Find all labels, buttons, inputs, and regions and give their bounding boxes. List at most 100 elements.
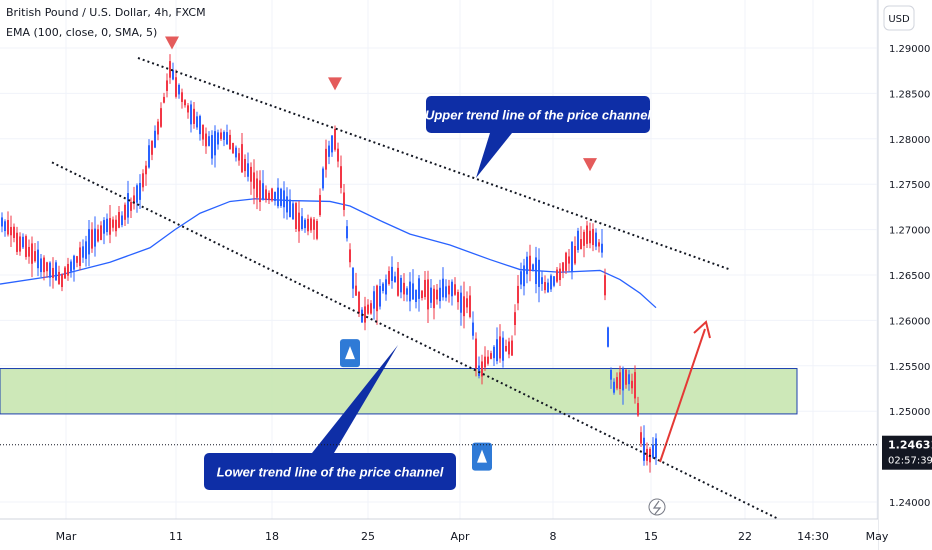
candle-body: [535, 257, 537, 284]
candle-body: [277, 187, 279, 207]
down-triangle-marker: [165, 36, 179, 50]
candle-body: [607, 327, 609, 347]
candle-body: [409, 281, 411, 302]
currency-label: USD: [888, 14, 910, 25]
candle-body: [325, 148, 327, 170]
candle-body: [496, 339, 498, 362]
candle-body: [289, 199, 291, 218]
candle-body: [49, 262, 51, 278]
candle-body: [244, 158, 246, 172]
candles: [1, 54, 657, 473]
candle-body: [397, 267, 399, 296]
projection-arrow: [659, 328, 706, 463]
candle-body: [361, 309, 363, 323]
candle-body: [544, 282, 546, 291]
candle-body: [112, 219, 114, 228]
lower-callout-tail: [312, 345, 398, 453]
candle-body: [229, 134, 231, 150]
price-badge: [882, 435, 932, 470]
candle-body: [121, 215, 123, 226]
candle-body: [442, 278, 444, 298]
candle-body: [343, 192, 345, 210]
candle-body: [205, 133, 207, 147]
price-tick-label: 1.27500: [889, 180, 930, 191]
time-tick-label: 15: [644, 530, 658, 543]
candle-body: [196, 116, 198, 128]
lower-callout-box: [204, 453, 456, 490]
candle-body: [466, 298, 468, 308]
candle-body: [304, 219, 306, 229]
candle-body: [193, 108, 195, 124]
trend-lines: [51, 57, 791, 526]
candle-body: [154, 130, 156, 148]
candle-body: [349, 249, 351, 263]
candle-body: [199, 116, 201, 135]
price-tick-label: 1.28500: [889, 89, 930, 100]
candle-body: [220, 132, 222, 140]
candle-body: [394, 276, 396, 283]
candle-body: [316, 220, 318, 239]
candle-body: [346, 226, 348, 239]
projection-arrowhead: [693, 320, 711, 339]
candle-body: [589, 230, 591, 244]
candle-body: [604, 275, 606, 296]
candle-body: [652, 444, 654, 458]
lower-trend-line: [51, 161, 791, 526]
price-tick-label: 1.26000: [889, 316, 930, 327]
upper-callout-text: Upper trend line of the price channel: [425, 108, 651, 123]
ema-line: [0, 198, 657, 309]
candle-body: [148, 145, 150, 168]
candle-body: [133, 195, 135, 204]
candle-body: [313, 219, 315, 230]
candle-body: [157, 121, 159, 135]
time-tick-label: May: [866, 530, 889, 543]
candle-body: [505, 345, 507, 352]
candle-body: [502, 337, 504, 361]
candle-body: [373, 291, 375, 309]
candle-body: [511, 340, 513, 356]
candle-body: [292, 203, 294, 220]
candle-body: [493, 346, 495, 359]
candle-body: [22, 236, 24, 248]
candle-body: [169, 61, 171, 78]
candle-body: [286, 196, 288, 213]
candle-body: [445, 286, 447, 298]
time-tick-label: Mar: [56, 530, 77, 543]
candle-body: [403, 282, 405, 295]
candle-body: [223, 131, 225, 140]
candle-body: [124, 204, 126, 220]
lower-callout-text: Lower trend line of the price channel: [217, 465, 444, 480]
candle-body: [82, 246, 84, 258]
candle-body: [145, 165, 147, 175]
candle-body: [106, 218, 108, 233]
candle-body: [160, 108, 162, 127]
candle-body: [37, 249, 39, 269]
candle-body: [565, 252, 567, 271]
candle-body: [64, 267, 66, 279]
candle-body: [439, 287, 441, 302]
candle-body: [469, 295, 471, 317]
candle-body: [337, 148, 339, 162]
candle-body: [214, 131, 216, 156]
candle-body: [610, 370, 612, 380]
candle-body: [598, 242, 600, 247]
candle-body: [7, 220, 9, 235]
time-tick-label: 25: [361, 530, 375, 543]
candle-body: [643, 437, 645, 461]
candle-body: [298, 212, 300, 232]
upper-callout-box: [426, 96, 650, 133]
candle-body: [508, 341, 510, 355]
candle-body: [436, 289, 438, 300]
candle-body: [178, 84, 180, 95]
candle-body: [391, 266, 393, 281]
price-tick-label: 1.28000: [889, 135, 930, 146]
time-axis: Mar 11 18 25 Apr 8 15 22 14:30 May: [0, 518, 889, 550]
candle-body: [526, 256, 528, 275]
candle-body: [40, 258, 42, 273]
candle-body: [208, 136, 210, 146]
candle-body: [151, 140, 153, 155]
candle-body: [100, 225, 102, 240]
candle-body: [136, 185, 138, 203]
candle-body: [358, 291, 360, 314]
